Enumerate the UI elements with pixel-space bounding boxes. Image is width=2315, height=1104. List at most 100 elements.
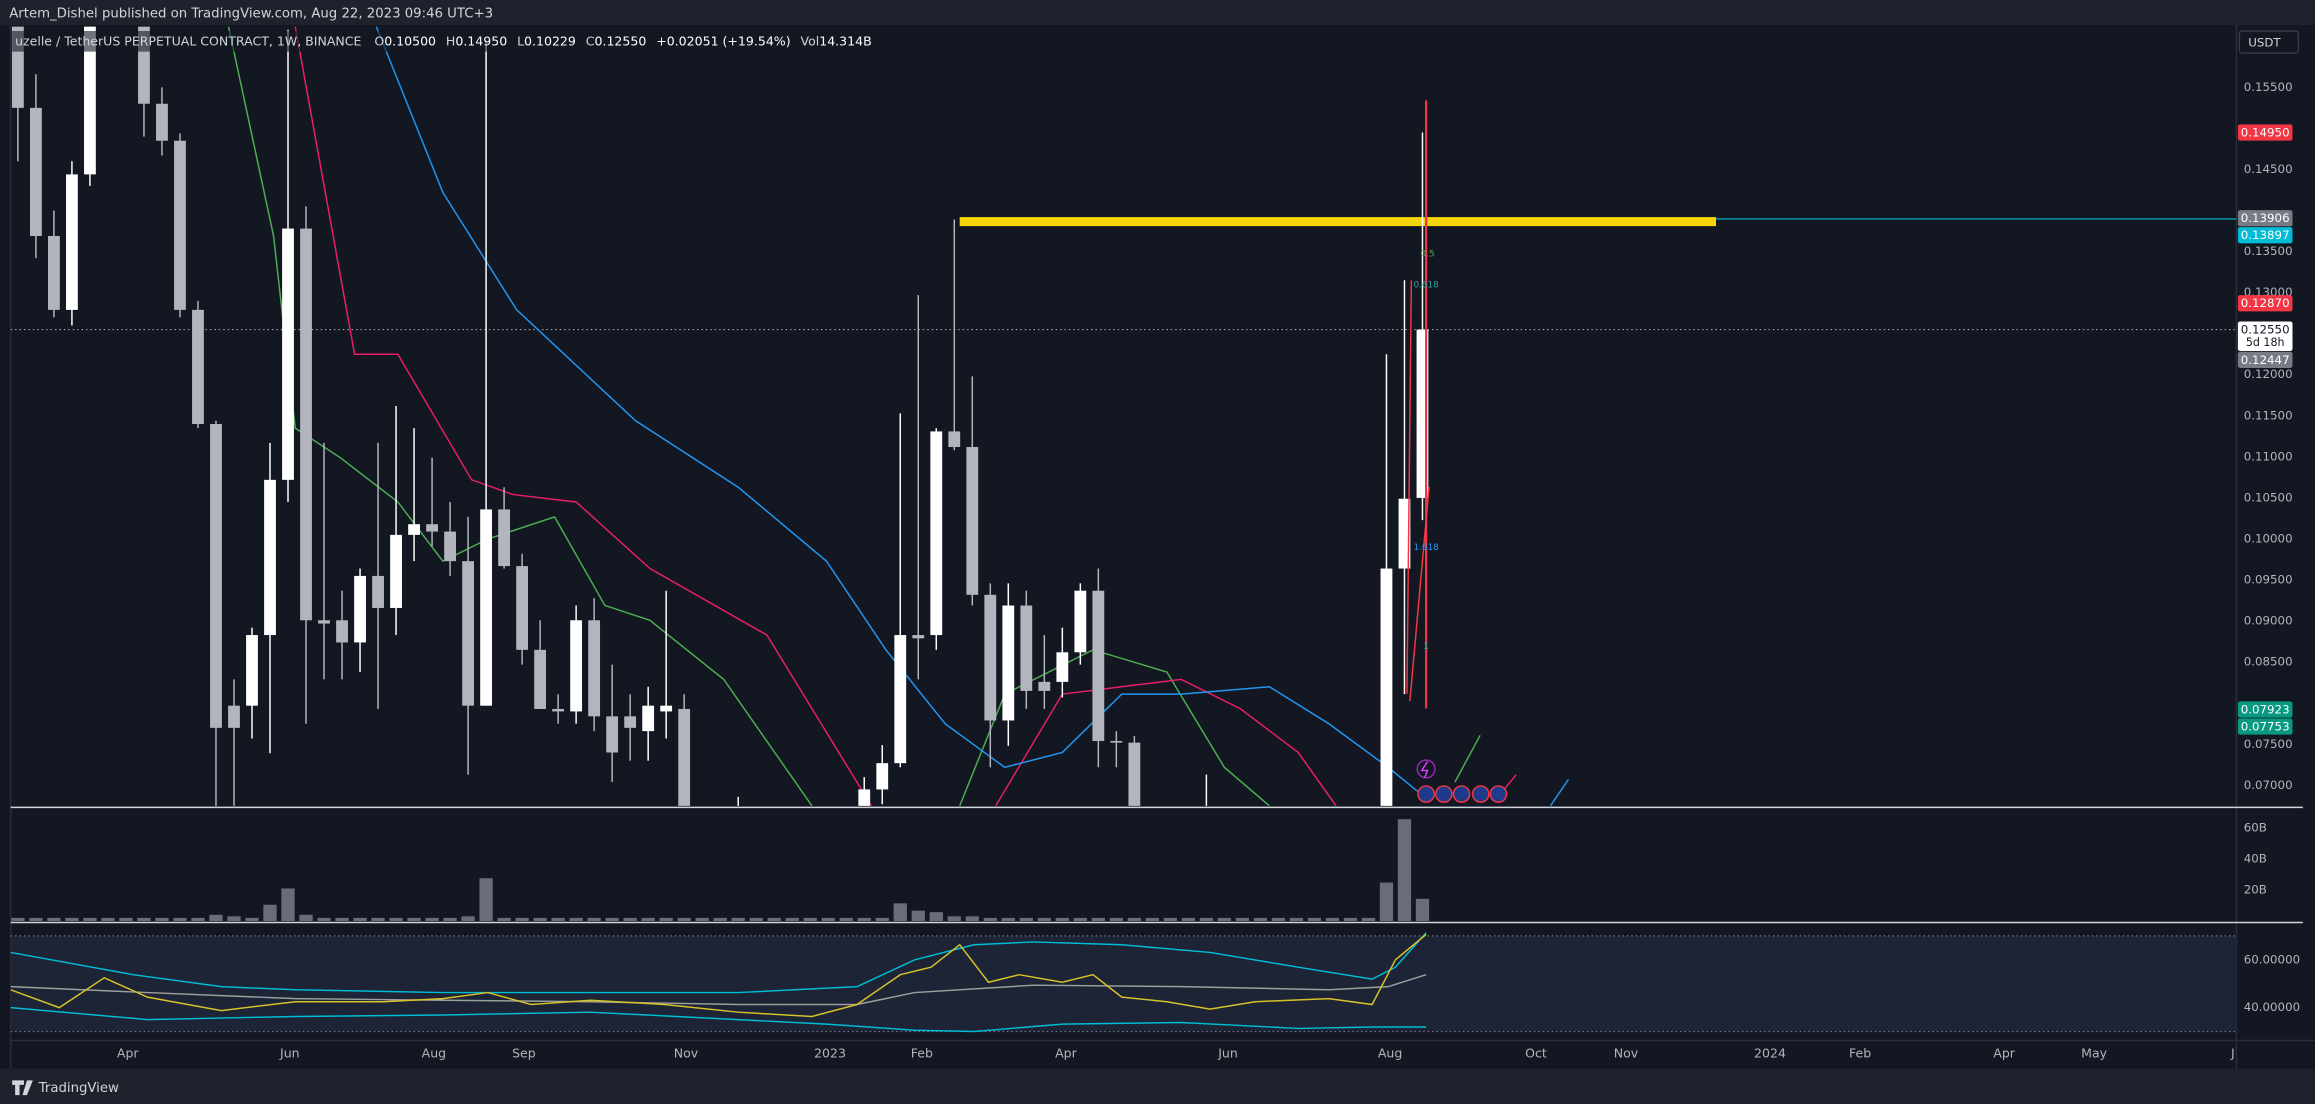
axes: 0.155000.145000.135000.130000.120000.115… (117, 80, 2300, 1060)
candle-body (174, 140, 186, 310)
candle-body (678, 708, 691, 806)
flag-icon[interactable] (1489, 785, 1508, 803)
rsi-band-fill (10, 935, 2237, 1032)
y-tick-label: 0.12000 (2244, 367, 2293, 381)
volume-bar (1163, 917, 1178, 921)
y-tick-label: 0.11500 (2244, 408, 2293, 422)
main-pane (10, 26, 2237, 806)
currency-button[interactable] (2238, 30, 2300, 54)
candle-body (156, 103, 168, 141)
volume-bar (569, 917, 583, 921)
candle-body (588, 620, 601, 717)
flag-icons (1417, 785, 1508, 803)
volume-bar (497, 917, 511, 921)
volume-bar (389, 917, 403, 921)
volume-bar (767, 917, 781, 921)
legend-key: O (374, 33, 384, 48)
y-tick-label: 0.11000 (2244, 449, 2293, 463)
volume-bar (533, 917, 547, 921)
price-label-box (2237, 718, 2293, 735)
volume-bar (65, 917, 79, 921)
candle-body (1092, 590, 1105, 741)
volume-bar (731, 917, 745, 921)
volume-bar (893, 903, 907, 921)
volume-bar (1415, 898, 1430, 921)
volume-bar (1037, 917, 1051, 921)
volume-bar (191, 917, 205, 921)
candle-body (228, 705, 240, 728)
candle-body (966, 447, 979, 595)
y-tick-label: 0.07500 (2244, 737, 2293, 751)
y-tick-label: 0.07000 (2244, 778, 2293, 792)
candle-body (390, 534, 402, 608)
drawing-line (1409, 486, 1430, 702)
flag-icon[interactable] (1434, 785, 1453, 803)
y-tick-label: 0.14500 (2244, 162, 2293, 176)
price-label-box (2237, 210, 2293, 227)
volume-bar (1397, 819, 1412, 921)
price-label: 0.14950 (2241, 125, 2290, 139)
event-icon[interactable] (1416, 759, 1436, 779)
candle-body (282, 228, 294, 480)
fib-label: 1.618 (1413, 543, 1439, 553)
volume-bar (317, 917, 331, 921)
volume-bar (1019, 917, 1033, 921)
volume-bar (749, 917, 763, 921)
volume-bar (47, 917, 61, 921)
volume-bar (443, 917, 457, 921)
volume-bar (659, 917, 673, 921)
bottom-bar (0, 1068, 2315, 1104)
candle-body (336, 620, 348, 643)
candle-body (246, 635, 258, 706)
volume-bar (695, 917, 709, 921)
y-tick-label: 0.10000 (2244, 531, 2293, 545)
candle-body (1074, 590, 1087, 653)
x-tick-label: Sep (512, 1045, 536, 1060)
candle-body (1110, 740, 1123, 743)
candle-body (930, 431, 943, 636)
symbol-title: uzelle / TetherUS PERPETUAL CONTRACT, 1W… (15, 33, 361, 48)
candle-body (192, 309, 204, 425)
volume-bar (623, 917, 637, 921)
volume-bar (839, 917, 853, 921)
price-label: 0.13897 (2241, 228, 2290, 242)
rsi-line (10, 932, 1427, 994)
x-tick-label: Apr (117, 1045, 140, 1060)
volume-bar (1109, 917, 1123, 921)
x-tick-label: J (2230, 1045, 2235, 1060)
volume-bar (281, 888, 295, 921)
candle-body (84, 26, 96, 175)
y-tick-label: 0.13500 (2244, 244, 2293, 258)
volume-bar (1271, 917, 1286, 921)
candle-body (462, 561, 474, 706)
candle-body (1128, 742, 1141, 806)
volume-bar (803, 917, 817, 921)
x-tick-label: Apr (1055, 1045, 1078, 1060)
flag-icon[interactable] (1471, 785, 1490, 803)
zone (959, 217, 1716, 227)
candle-body (606, 716, 619, 753)
x-tick-label: Jun (1217, 1045, 1238, 1060)
flag-icon[interactable] (1417, 785, 1435, 803)
candle-body (876, 763, 889, 790)
volume-bar (1073, 917, 1087, 921)
publisher: Artem_Dishel published on TradingView.co… (9, 6, 493, 21)
volume-bar (1145, 917, 1160, 921)
rsi-tick-label: 60.00000 (2244, 952, 2300, 966)
fib-label: 1 (1423, 642, 1429, 652)
price-label-box (2237, 701, 2293, 718)
price-label-box (2237, 227, 2293, 244)
x-tick-label: Oct (1525, 1045, 1547, 1060)
volume-bar (1001, 917, 1015, 921)
candle-body (372, 575, 384, 608)
candle-body (642, 705, 655, 732)
candle-body (354, 575, 366, 643)
volume-bar (29, 917, 43, 921)
flag-icon[interactable] (1452, 785, 1471, 803)
volume-bar (83, 917, 97, 921)
x-tick-label: 2023 (814, 1045, 846, 1060)
candle-body (516, 566, 529, 650)
volume-bar (1235, 917, 1250, 921)
x-tick-label: Nov (1614, 1045, 1639, 1060)
candle-body (444, 531, 456, 562)
